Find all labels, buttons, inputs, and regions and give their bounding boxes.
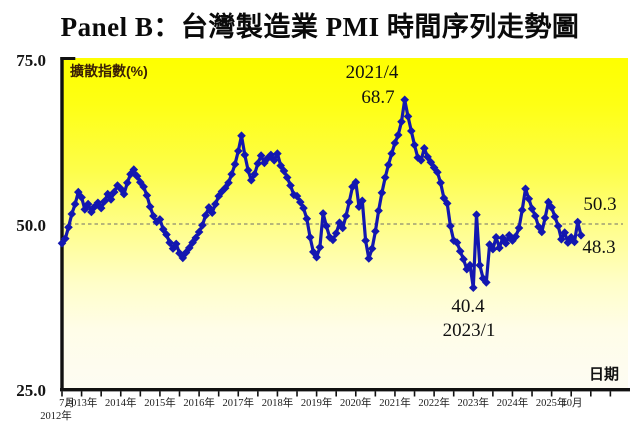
x-tick-label-year: 2014年	[105, 398, 137, 409]
x-tick-label-year: 2022年	[418, 398, 450, 409]
x-axis-line	[60, 388, 630, 392]
x-tick-label-last-month: 10月	[561, 398, 583, 409]
x-tick-label-year: 2017年	[222, 398, 255, 409]
y-tick-label-25: 25.0	[16, 381, 46, 400]
annotation-latest-value: 48.3	[582, 237, 616, 258]
x-tick-label-year: 2015年	[144, 398, 176, 409]
x-tick-label-year: 2019年	[300, 398, 333, 409]
annotation-peak-value: 68.7	[361, 87, 395, 108]
x-tick-label-first-month: 7月	[59, 398, 75, 409]
x-tick-label-year: 2025年	[535, 398, 568, 409]
y-tick-label-50: 50.0	[16, 216, 46, 235]
pmi-series-markers	[57, 95, 586, 292]
y-axis-top-cap	[60, 57, 76, 60]
x-tick-label-year: 2020年	[340, 398, 372, 409]
x-tick-label-year: 2021年	[379, 398, 411, 409]
x-tick-label-year: 2024年	[496, 398, 529, 409]
annotation-trough-date: 2023/1	[442, 320, 496, 341]
x-tick-label-year: 2018年	[261, 398, 294, 409]
x-tick-label-year: 2013年	[65, 398, 98, 409]
x-tick-label-first-year: 2012年	[40, 411, 72, 422]
x-tick-label-year: 2016年	[183, 398, 215, 409]
annotation-peak-date: 2021/4	[345, 62, 399, 83]
y-axis-line	[60, 57, 64, 390]
x-tick-label-year: 2023年	[457, 398, 490, 409]
pmi-series-line	[60, 98, 583, 290]
y-axis-unit-label: 擴散指數(%)	[70, 63, 148, 79]
y-tick-label-75: 75.0	[16, 51, 46, 70]
chart-title: Panel B：台灣製造業 PMI 時間序列走勢圖	[60, 12, 580, 42]
annotation-latest-prev-value: 50.3	[583, 194, 617, 215]
x-axis-title: 日期	[588, 366, 619, 383]
annotation-trough-value: 40.4	[451, 296, 485, 317]
